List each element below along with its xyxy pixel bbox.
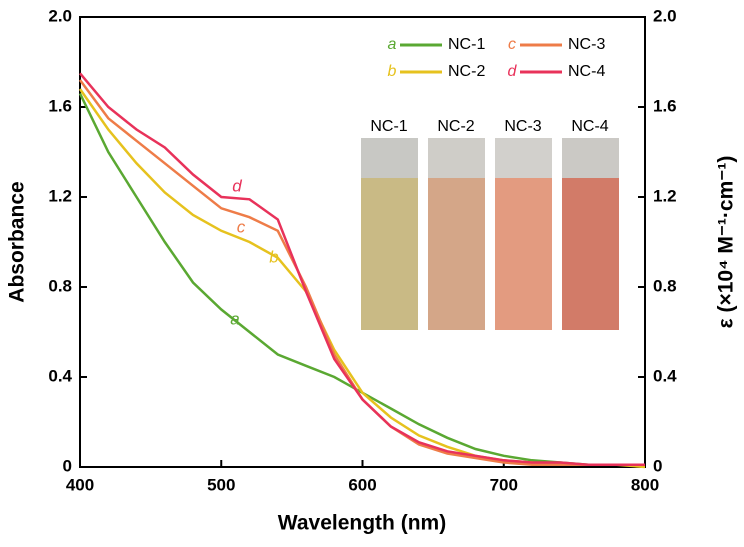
- legend-label: NC-1: [448, 36, 485, 53]
- legend-letter: a: [388, 36, 397, 53]
- vial-cap: [562, 138, 619, 178]
- legend-letter: b: [388, 63, 397, 80]
- y-tick-label: 2.0: [48, 6, 72, 25]
- legend-letter: d: [508, 63, 518, 80]
- y2-tick-label: 0.8: [653, 276, 677, 295]
- y2-tick-label: 1.6: [653, 96, 677, 115]
- y-tick-label: 0.4: [48, 366, 72, 385]
- x-tick-label: 800: [631, 475, 659, 494]
- legend-label: NC-3: [568, 36, 605, 53]
- x-axis-title: Wavelength (nm): [278, 512, 446, 535]
- x-tick-label: 400: [66, 475, 94, 494]
- legend-label: NC-2: [448, 63, 485, 80]
- y-tick-label: 0.8: [48, 276, 72, 295]
- y-tick-label: 1.6: [48, 96, 72, 115]
- curve-label: a: [230, 309, 239, 328]
- inset-photo: [361, 138, 619, 330]
- y-tick-label: 1.2: [48, 186, 72, 205]
- y2-tick-label: 2.0: [653, 6, 677, 25]
- x-tick-label: 600: [348, 475, 376, 494]
- vial-label: NC-1: [370, 118, 407, 135]
- data-line: [79, 72, 645, 467]
- x-tick-label: 700: [490, 475, 518, 494]
- vial-label: NC-4: [571, 118, 608, 135]
- y2-tick-label: 1.2: [653, 186, 677, 205]
- curve-label: d: [232, 176, 242, 195]
- legend-letter: c: [508, 36, 516, 53]
- y-axis-title: Absorbance: [6, 181, 29, 302]
- vial-label: NC-2: [437, 118, 474, 135]
- y2-tick-label: 0.4: [653, 366, 677, 385]
- y-tick-label: 0: [63, 456, 72, 475]
- curve-label: c: [237, 217, 246, 236]
- x-tick-label: 500: [207, 475, 235, 494]
- y2-tick-label: 0: [653, 456, 662, 475]
- vial-cap: [495, 138, 552, 178]
- vial-label: NC-3: [504, 118, 541, 135]
- y2-axis-title: ε (×10⁴ M⁻¹·cm⁻¹): [715, 156, 738, 329]
- vial-cap: [361, 138, 418, 178]
- curve-label: b: [269, 247, 278, 266]
- vial-cap: [428, 138, 485, 178]
- legend-label: NC-4: [568, 63, 605, 80]
